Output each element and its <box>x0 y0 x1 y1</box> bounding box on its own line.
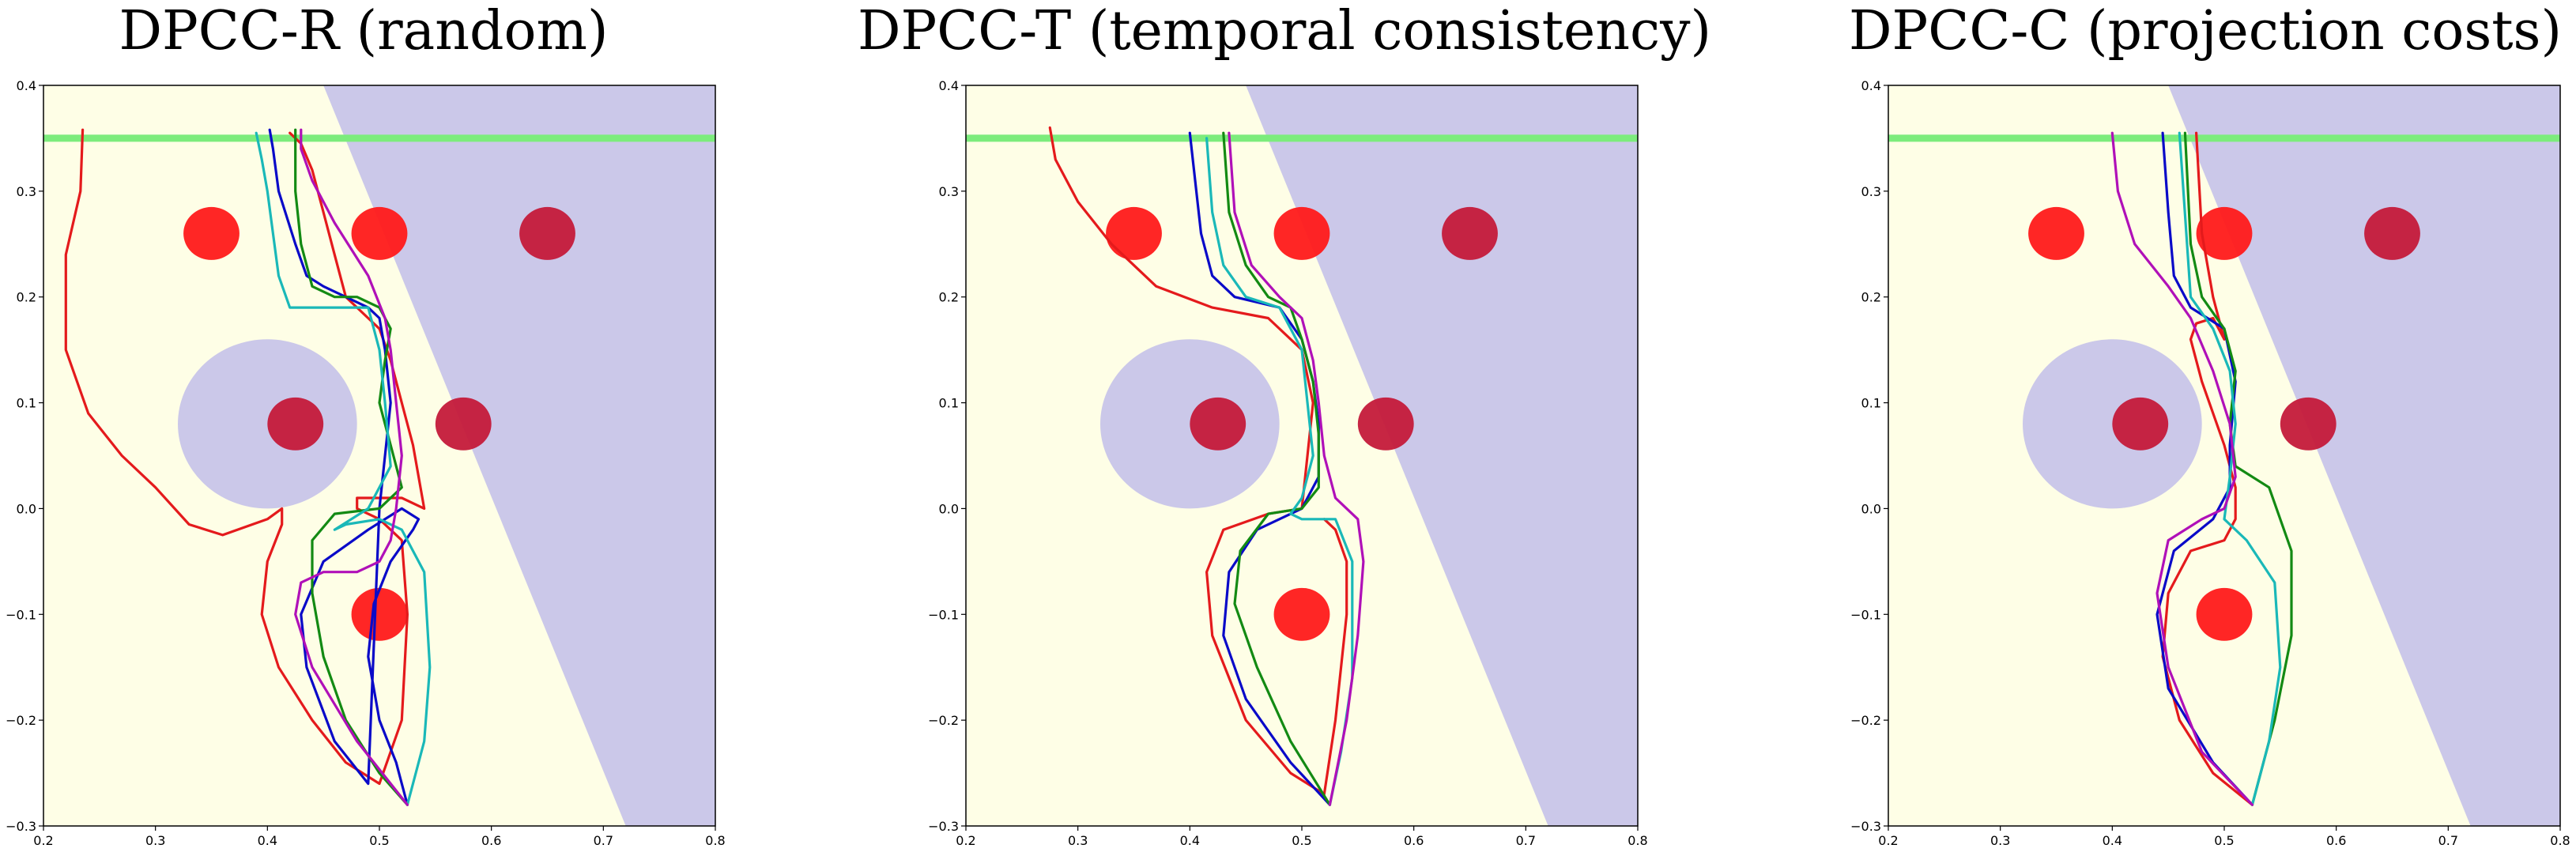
y-tick-label: 0.1 <box>17 396 36 411</box>
plot-area-2 <box>1888 85 2560 826</box>
obstacle-5 <box>2196 587 2253 641</box>
y-tick-label: 0.4 <box>1861 78 1881 93</box>
y-tick-label: −0.3 <box>6 819 36 834</box>
y-tick-label: −0.1 <box>928 607 959 622</box>
y-tick-label: 0.4 <box>939 78 959 93</box>
x-tick-label: 0.6 <box>1404 833 1424 848</box>
infeasible-halfplane <box>1246 85 1638 826</box>
obstacle-2 <box>519 206 575 260</box>
obstacle-4 <box>435 397 492 451</box>
obstacle-3 <box>2112 397 2169 451</box>
y-tick-label: 0.4 <box>17 78 36 93</box>
trajectory-cyan <box>1205 137 1354 806</box>
x-tick-label: 0.5 <box>2214 833 2234 848</box>
infeasible-halfplane <box>323 85 715 826</box>
y-tick-label: 0.0 <box>939 501 959 516</box>
obstacle-1 <box>1273 206 1330 260</box>
panel-title-2: DPCC-C (projection costs) <box>1849 0 2562 62</box>
y-tick-label: 0.2 <box>17 290 36 305</box>
x-tick-label: 0.8 <box>2550 833 2570 848</box>
trajectory-magenta <box>294 128 409 806</box>
x-tick-label: 0.5 <box>1292 833 1311 848</box>
obstacle-0 <box>2028 206 2084 260</box>
y-tick-label: 0.3 <box>1861 184 1881 199</box>
y-tick-label: 0.0 <box>1861 501 1881 516</box>
obstacle-3 <box>1190 397 1247 451</box>
x-tick-label: 0.7 <box>1516 833 1536 848</box>
trajectory-magenta <box>2110 131 2254 806</box>
obstacle-5 <box>1273 587 1330 641</box>
x-tick-label: 0.4 <box>2103 833 2122 848</box>
x-tick-label: 0.8 <box>705 833 725 848</box>
x-tick-label: 0.8 <box>1627 833 1647 848</box>
obstacle-3 <box>267 397 324 451</box>
y-tick-label: −0.1 <box>6 607 36 622</box>
obstacle-2 <box>2364 206 2420 260</box>
x-tick-label: 0.6 <box>2326 833 2346 848</box>
x-tick-label: 0.3 <box>145 833 165 848</box>
infeasible-halfplane <box>2168 85 2560 826</box>
obstacle-4 <box>2280 397 2337 451</box>
x-tick-label: 0.4 <box>258 833 277 848</box>
obstacle-0 <box>1106 206 1162 260</box>
plot-area-0 <box>43 85 715 826</box>
x-tick-label: 0.2 <box>33 833 53 848</box>
trajectory-red <box>64 128 426 786</box>
panel-0: 0.2 0.3 0.4 0.5 0.6 0.7 0.8 0.4 0.3 0.2 0.1 0.0 −0.1… <box>6 78 726 848</box>
x-tick-label: 0.2 <box>1878 833 1898 848</box>
obstacle-4 <box>1357 397 1414 451</box>
obstacle-5 <box>351 587 408 641</box>
x-tick-label: 0.3 <box>1990 833 2010 848</box>
y-tick-label: −0.3 <box>928 819 959 834</box>
trajectory-magenta <box>1228 131 1365 806</box>
y-tick-label: 0.1 <box>939 396 959 411</box>
y-tick-label: 0.3 <box>17 184 36 199</box>
obstacle-1 <box>351 206 408 260</box>
y-tick-label: −0.2 <box>928 713 959 728</box>
obstacle-1 <box>2196 206 2253 260</box>
large-circular-obstacle <box>1100 339 1280 509</box>
trajectory-green <box>294 128 409 806</box>
y-tick-label: 0.2 <box>1861 290 1881 305</box>
x-tick-label: 0.3 <box>1068 833 1088 848</box>
trajectory-green <box>1222 131 1331 806</box>
trajectory-blue <box>268 128 421 806</box>
panel-1: 0.2 0.3 0.4 0.5 0.6 0.7 0.8 0.4 0.3 0.2 0.1 0.0 −0.1… <box>928 78 1648 848</box>
y-tick-label: 0.3 <box>939 184 959 199</box>
x-tick-label: 0.5 <box>369 833 389 848</box>
x-tick-label: 0.7 <box>594 833 613 848</box>
y-tick-label: −0.1 <box>1850 607 1881 622</box>
panel-2: 0.2 0.3 0.4 0.5 0.6 0.7 0.8 0.4 0.3 0.2 0.1 0.0 −0.1… <box>1850 78 2570 848</box>
trajectory-cyan <box>255 131 432 806</box>
x-tick-label: 0.6 <box>481 833 501 848</box>
obstacle-0 <box>183 206 239 260</box>
y-tick-label: −0.3 <box>1850 819 1881 834</box>
obstacle-2 <box>1442 206 1498 260</box>
x-tick-label: 0.4 <box>1180 833 1200 848</box>
y-tick-label: 0.1 <box>1861 396 1881 411</box>
y-tick-label: −0.2 <box>6 713 36 728</box>
plot-area-1 <box>966 85 1638 826</box>
y-tick-label: −0.2 <box>1850 713 1881 728</box>
x-tick-label: 0.7 <box>2438 833 2458 848</box>
panel-title-1: DPCC-T (temporal consistency) <box>857 0 1712 62</box>
y-tick-label: 0.0 <box>17 501 36 516</box>
panel-title-0: DPCC-R (random) <box>119 0 609 62</box>
x-tick-label: 0.2 <box>956 833 975 848</box>
y-tick-label: 0.2 <box>939 290 959 305</box>
